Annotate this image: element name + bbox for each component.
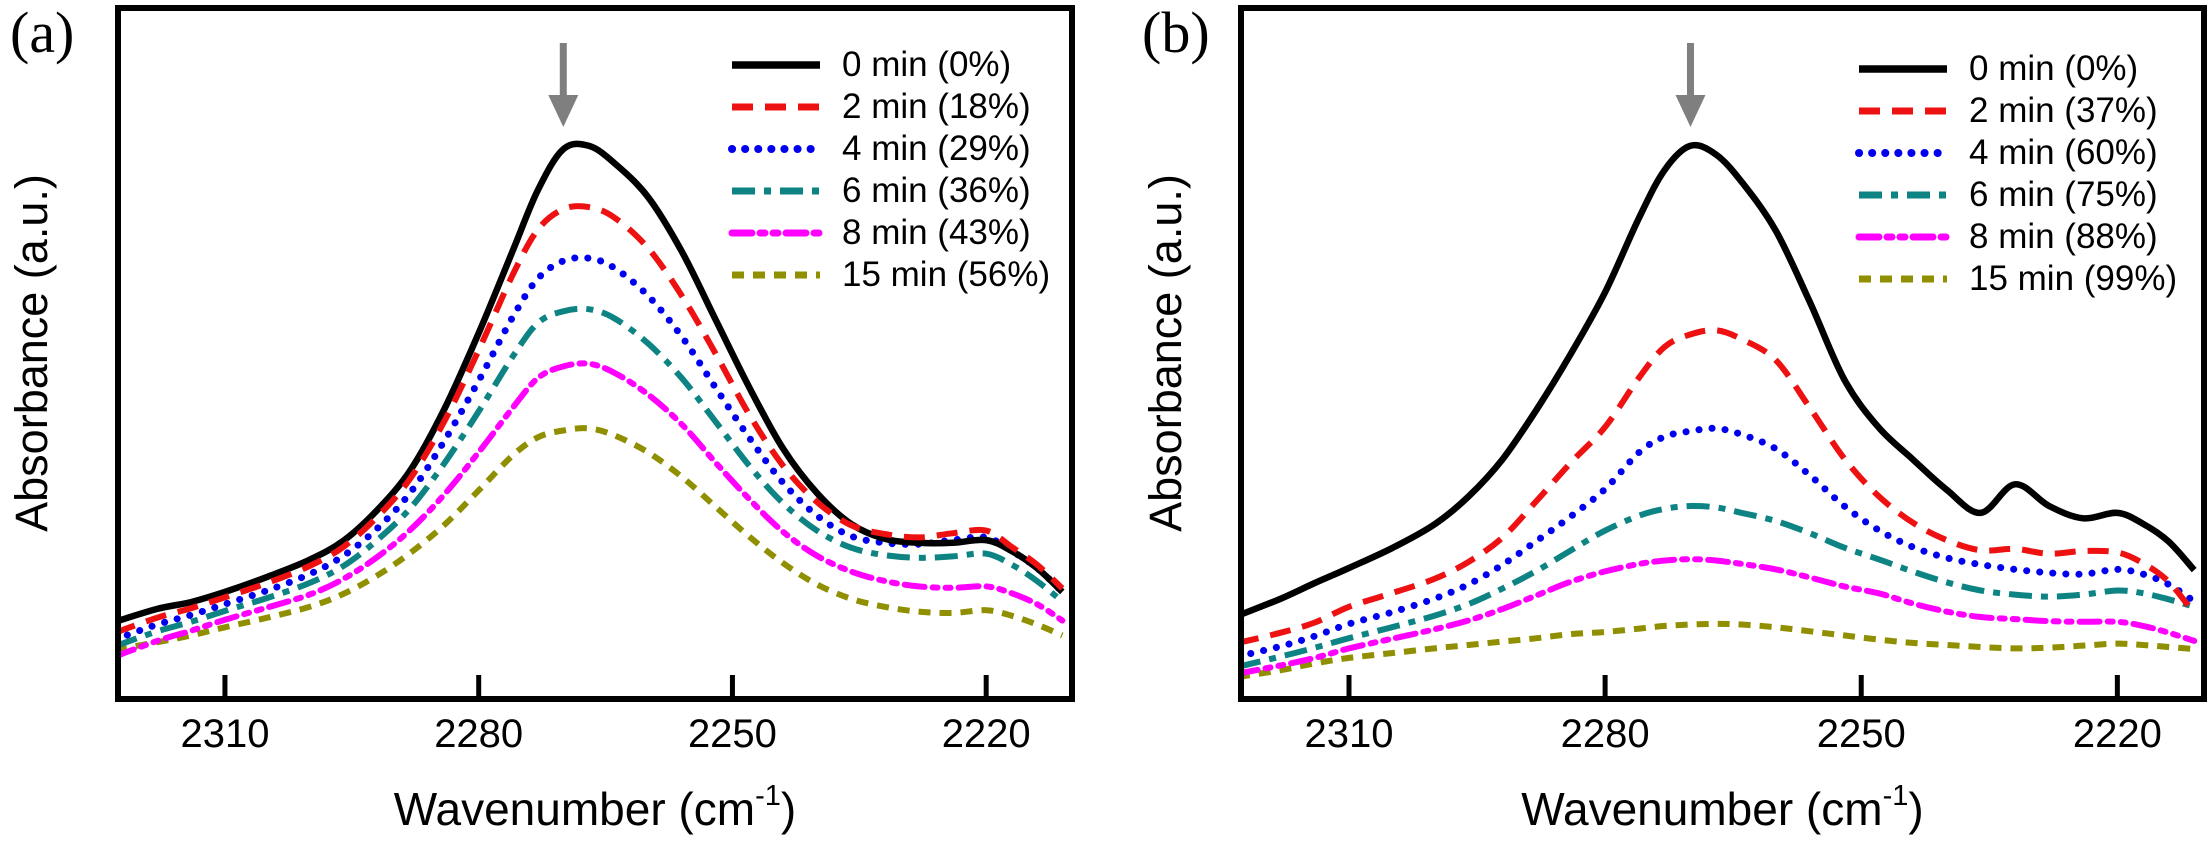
x-tick-label-2310: 2310 [180,712,270,756]
xlabel-main: Wavenumber (cm [1521,783,1883,835]
panel-b-letter: (b) [1142,0,1210,65]
legend-label: 15 min (99%) [1969,259,2178,298]
spectrum-curve-8min [121,360,1066,658]
panel-b-y-axis-label: Absorbance (a.u.) [1140,174,1191,532]
panel-a-x-axis-label: Wavenumber (cm-1) [115,780,1075,836]
legend-item-15min: 15 min (99%) [1855,258,2177,300]
legend-line-sample [728,229,824,237]
axis-frame [1238,5,2207,702]
x-tick-label-2280: 2280 [434,712,524,756]
panel-a-legend: 0 min (0%) 2 min (18%) 4 min (29%) 6 min (3… [728,44,1050,296]
spectrum-curve-8min [1244,556,2198,676]
curves-group [121,140,1066,658]
curves-group [1244,141,2198,680]
peak-arrow-icon [1675,43,1706,127]
legend-label: 6 min (75%) [1969,175,2158,214]
spectrum-curve-2min [1244,327,2197,645]
x-tick-label-2310: 2310 [1304,712,1394,756]
xlabel-main: Wavenumber (cm [393,783,756,835]
legend-item-4min: 4 min (29%) [728,128,1050,170]
legend-label: 6 min (36%) [842,171,1031,210]
legend-line-sample [1859,191,1947,199]
legend-item-0min: 0 min (0%) [728,44,1050,86]
legend-label: 0 min (0%) [1969,49,2139,88]
legend-line-sample [1855,233,1951,241]
panel-b-legend: 0 min (0%) 2 min (37%) 4 min (60%) 6 min (7… [1855,48,2177,300]
axis-frame [115,5,1075,702]
legend-line-sample [732,271,820,279]
legend-label: 8 min (43%) [842,213,1031,252]
legend-label: 2 min (18%) [842,87,1031,126]
legend-label: 4 min (60%) [1969,133,2158,172]
legend-item-6min: 6 min (36%) [728,170,1050,212]
legend-line-sample [1855,149,1951,157]
legend-label: 0 min (0%) [842,45,1012,84]
spectrum-curve-15min [121,425,1064,652]
legend-line-sample [728,145,824,153]
spectrum-curve-15min [1244,620,2195,680]
legend-line-sample [1859,275,1947,283]
legend-line-sample [1859,107,1947,115]
legend-line-sample [1859,65,1947,73]
xlabel-close: ) [780,783,797,835]
panel-b-x-axis-label: Wavenumber (cm-1) [1238,780,2207,836]
legend-line-sample [732,187,820,195]
spectrum-curve-6min [121,305,1065,648]
legend-line-sample [732,103,820,111]
xlabel-superscript: -1 [1882,780,1909,812]
legend-item-8min: 8 min (88%) [1855,216,2177,258]
xlabel-close: ) [1908,783,1924,835]
legend-item-8min: 8 min (43%) [728,212,1050,254]
x-tick-label-2250: 2250 [687,712,777,756]
x-tick-label-2280: 2280 [1560,712,1650,756]
panel-b-plot-area [1238,5,2207,702]
legend-item-0min: 0 min (0%) [1855,48,2177,90]
legend-label: 4 min (29%) [842,129,1031,168]
peak-arrow-icon [548,43,579,127]
x-tick-label-2220: 2220 [2072,712,2162,756]
spectrum-curve-2min [121,203,1065,634]
legend-item-6min: 6 min (75%) [1855,174,2177,216]
legend-item-2min: 2 min (18%) [728,86,1050,128]
legend-label: 15 min (56%) [842,255,1051,294]
panel-a-plot-area [115,5,1075,702]
panel-a-letter: (a) [10,0,75,65]
xlabel-superscript: -1 [755,780,781,812]
spectrum-curve-6min [1244,502,2196,669]
x-tick-label-2220: 2220 [941,712,1031,756]
spectrum-curve-0min [1244,141,2197,617]
spectrum-curve-0min [121,140,1065,624]
legend-line-sample [732,61,820,69]
legend-item-4min: 4 min (60%) [1855,132,2177,174]
legend-label: 2 min (37%) [1969,91,2158,130]
x-tick-label-2250: 2250 [1816,712,1906,756]
legend-item-2min: 2 min (37%) [1855,90,2177,132]
legend-label: 8 min (88%) [1969,217,2158,256]
spectrum-curve-4min [1244,424,2198,659]
panel-a-y-axis-label: Absorbance (a.u.) [6,174,57,532]
legend-item-15min: 15 min (56%) [728,254,1050,296]
